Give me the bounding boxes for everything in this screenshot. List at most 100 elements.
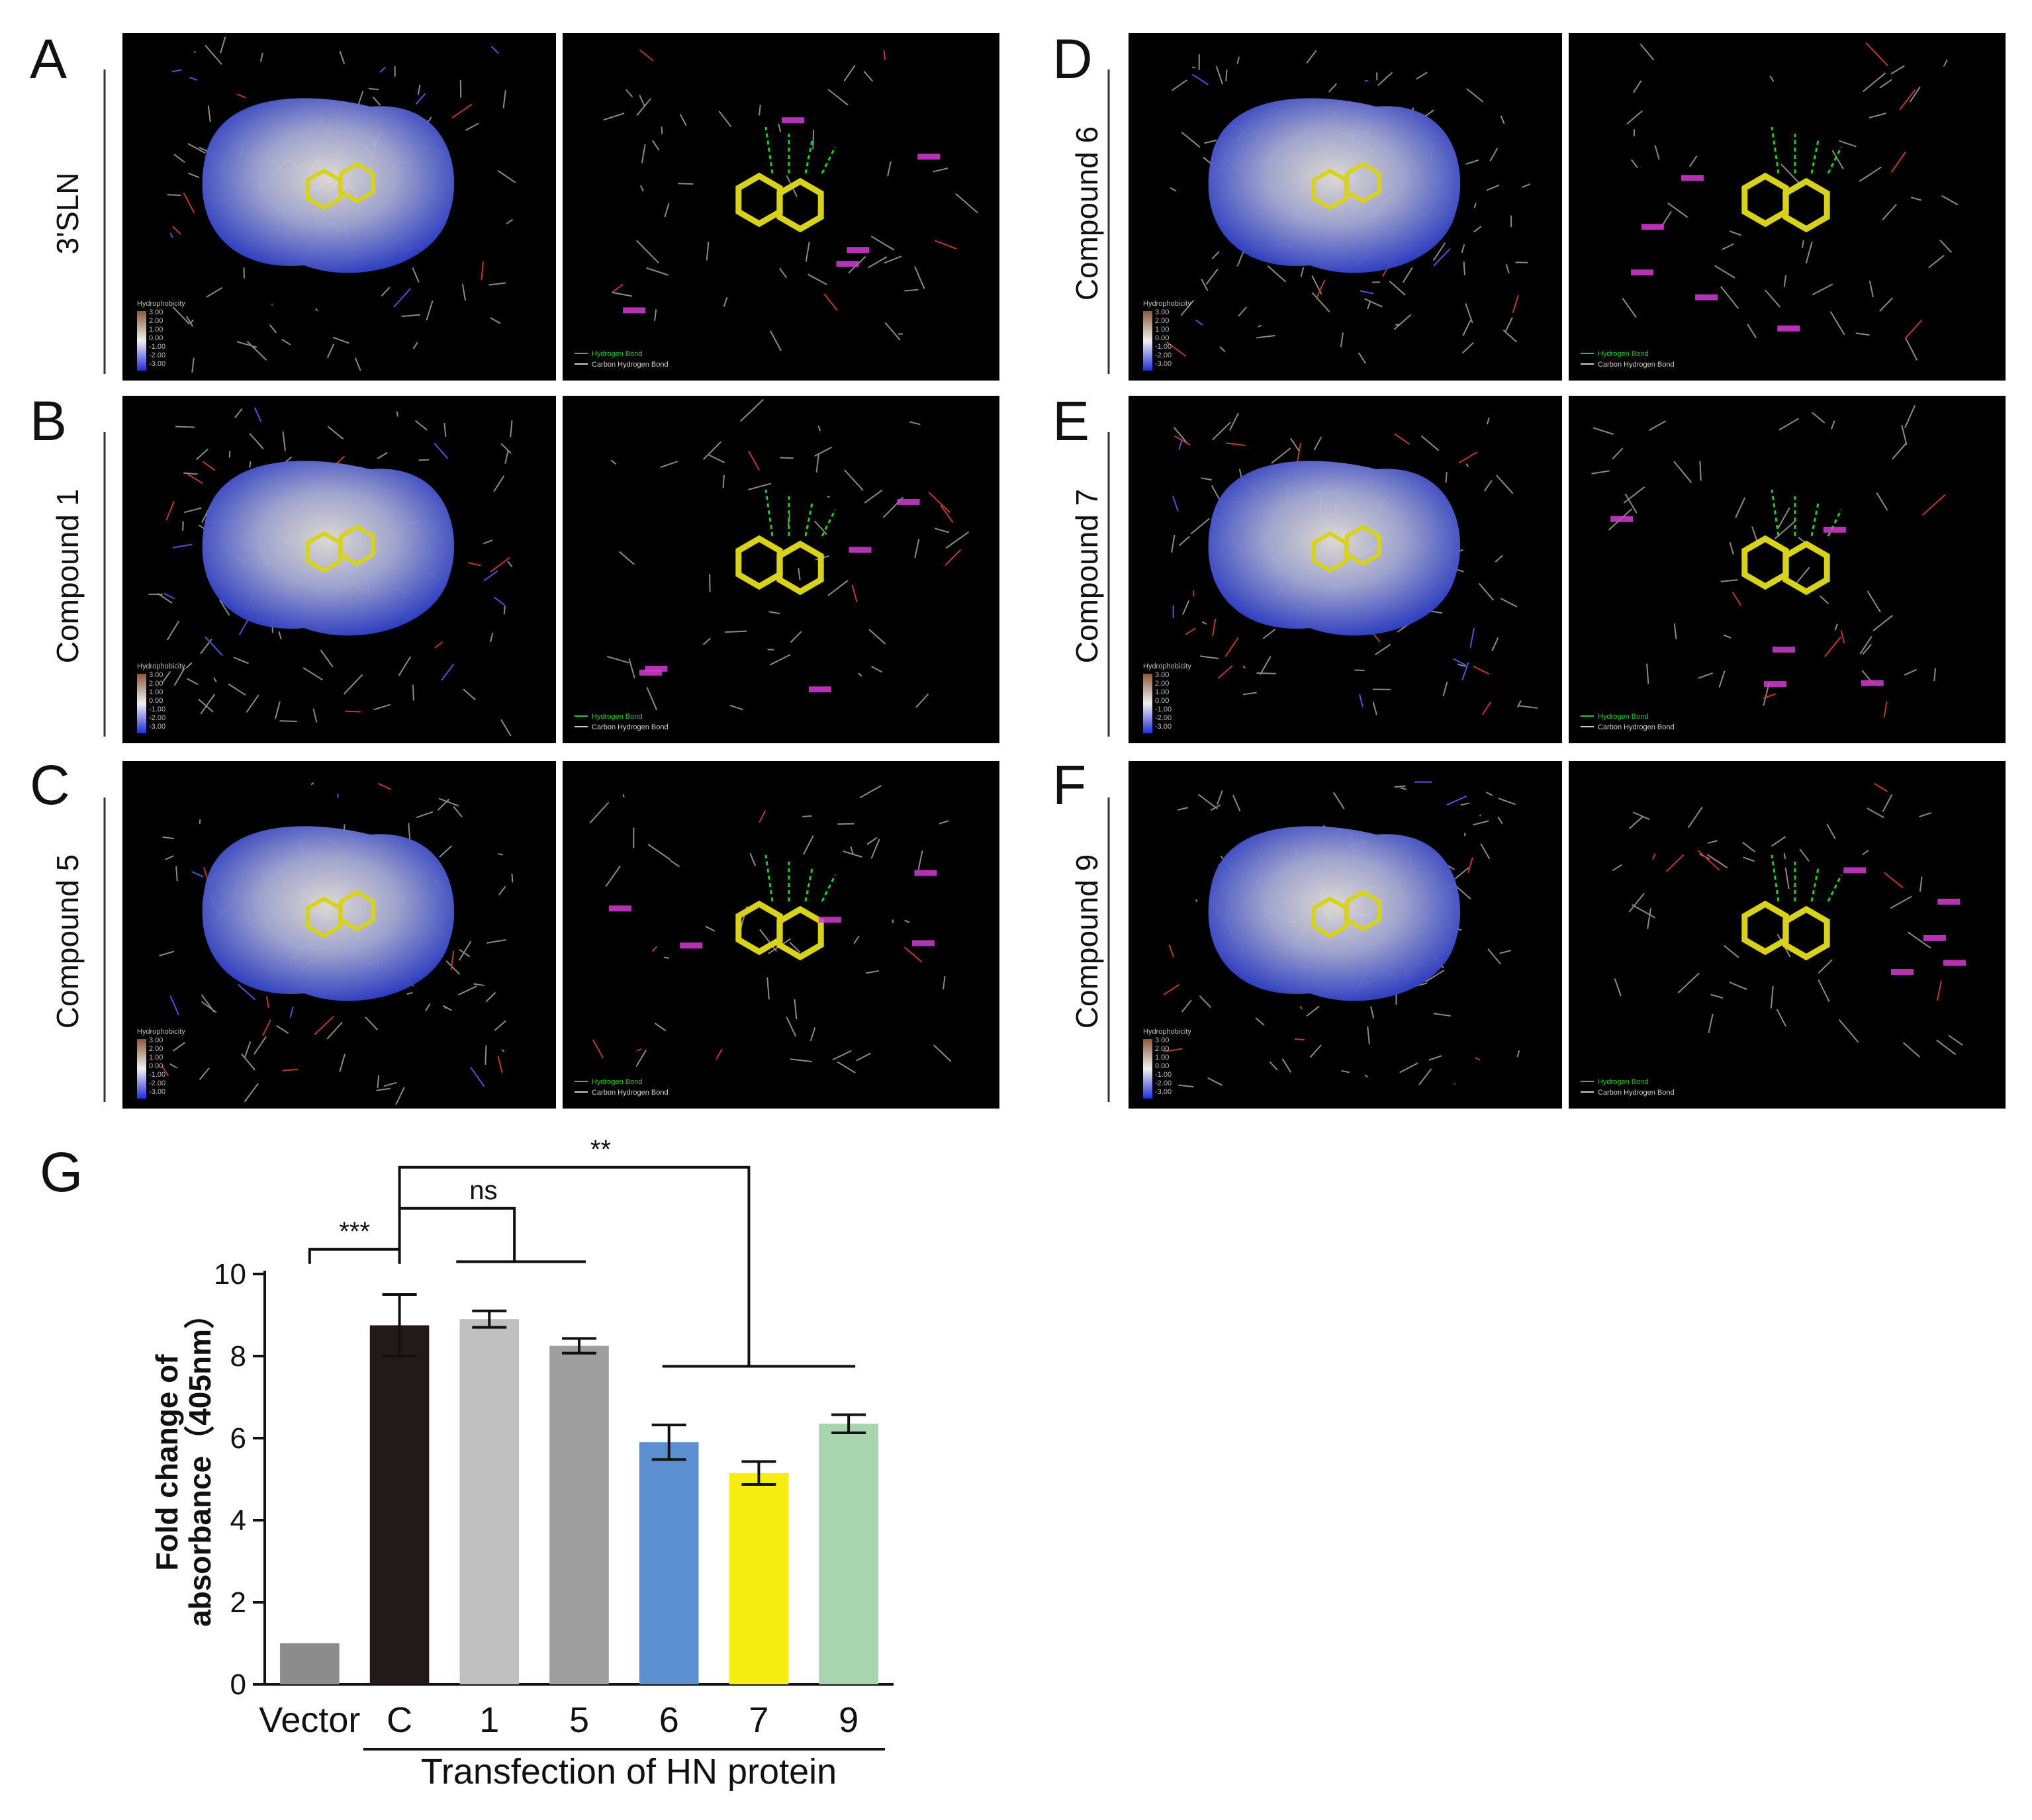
hydrophobicity-scale — [137, 1039, 146, 1099]
residue-stick — [1812, 283, 1833, 296]
residue-stick — [887, 161, 892, 177]
residue-stick — [398, 656, 412, 676]
residue-sticks — [589, 785, 952, 1073]
category-label: 1 — [479, 1700, 499, 1740]
residue-stick — [458, 940, 472, 961]
hydrophobicity-tick: -2.00 — [1155, 351, 1172, 359]
residue-stick — [500, 719, 512, 737]
residue-stick — [172, 1042, 185, 1052]
residue-stick — [883, 50, 886, 61]
residue-stick — [1500, 115, 1505, 124]
residue-stick — [1765, 289, 1780, 308]
residue-stick — [1593, 427, 1614, 435]
bar-7 — [729, 1473, 789, 1684]
residue-stick — [1260, 655, 1271, 675]
residue-stick — [1185, 627, 1196, 635]
residue-stick — [1433, 248, 1451, 267]
residue-stick — [759, 105, 761, 116]
residue-stick — [1948, 1034, 1963, 1046]
residue-stick — [647, 843, 671, 860]
residue-stick — [955, 193, 979, 214]
residue-stick — [159, 950, 175, 957]
hydrogen-bond — [821, 146, 837, 174]
residue-stick — [1180, 300, 1195, 316]
residue-stick — [185, 662, 193, 669]
residue-stick — [165, 501, 175, 521]
residue-stick — [1228, 412, 1240, 431]
y-tick-label: 2 — [230, 1586, 246, 1619]
residue-stick — [173, 154, 185, 163]
residue-stick — [175, 866, 178, 882]
residue-stick — [706, 242, 710, 261]
residue-stick — [249, 433, 264, 449]
residue-stick — [1372, 702, 1377, 715]
residue-stick — [418, 459, 430, 461]
ligand-structure — [1312, 889, 1381, 938]
residue-stick — [802, 835, 814, 855]
residue-stick — [1743, 856, 1755, 862]
residue-stick — [468, 562, 481, 567]
residue-stick — [490, 46, 499, 54]
residue-stick — [1890, 65, 1905, 75]
residue-stick — [790, 631, 802, 643]
residue-stick — [618, 551, 635, 565]
residue-stick — [417, 84, 421, 95]
hydrophobicity-tick: -1.00 — [149, 705, 165, 713]
residue-stick — [1778, 418, 1800, 431]
hydrophobicity-tick: 0.00 — [1155, 334, 1169, 342]
residue-stick — [1487, 948, 1501, 965]
residue-stick — [1876, 492, 1888, 511]
y-tick-label: 4 — [230, 1504, 246, 1537]
residue-stick — [718, 111, 732, 128]
residue-stick — [870, 839, 880, 859]
residue-stick — [748, 482, 772, 490]
residue-stick — [1204, 140, 1217, 144]
residue-stick — [1732, 592, 1741, 606]
panel-d: D Compound 6 Hydrophobicity3.002.001.000.0… — [1052, 28, 2006, 381]
residue-stick — [1341, 1069, 1350, 1073]
legend-chbond-label: Carbon Hydrogen Bond — [1598, 361, 1675, 369]
residue-stick — [490, 317, 501, 324]
residue-stick — [365, 1016, 379, 1030]
residue-stick — [749, 852, 757, 866]
hydrogen-bond — [1771, 854, 1780, 902]
residue-stick — [779, 267, 788, 279]
ligand-ring — [1345, 161, 1381, 204]
residue-stick — [1393, 314, 1412, 330]
residue-sticks — [1622, 42, 1959, 361]
residue-label-marker — [1943, 960, 1966, 966]
ligand-ring — [1345, 524, 1381, 567]
surface-image: Hydrophobicity3.002.001.000.00-1.00-2.00… — [1129, 33, 1562, 381]
residue-stick — [837, 1061, 856, 1073]
residue-stick — [383, 1081, 397, 1087]
residue-stick — [928, 492, 950, 513]
residue-stick — [234, 657, 249, 664]
residue-stick — [866, 837, 878, 845]
residue-stick — [189, 77, 198, 81]
residue-stick — [1166, 341, 1187, 357]
residue-stick — [1867, 590, 1881, 613]
residue-stick — [1454, 867, 1469, 880]
residue-stick — [450, 950, 455, 970]
residue-stick — [320, 649, 334, 668]
residue-stick — [1163, 983, 1180, 995]
residue-stick — [1721, 243, 1734, 251]
residue-stick — [1370, 1006, 1375, 1019]
residue-stick — [1943, 59, 1948, 67]
residue-stick — [827, 580, 849, 596]
residue-stick — [401, 314, 420, 317]
ligand-structure — [1741, 172, 1830, 233]
residue-stick — [262, 1019, 271, 1036]
residue-stick — [1784, 867, 1790, 889]
residue-stick — [639, 50, 654, 62]
hydrophobicity-title: Hydrophobicity — [1143, 300, 1191, 308]
residue-stick — [1902, 1042, 1921, 1058]
residue-stick — [1256, 672, 1277, 674]
residue-stick — [637, 1048, 642, 1052]
residue-stick — [1218, 665, 1233, 679]
residue-stick — [851, 584, 858, 603]
residue-stick — [832, 1050, 852, 1061]
residue-stick — [163, 592, 175, 600]
residue-stick — [612, 283, 623, 293]
residue-stick — [722, 475, 725, 488]
